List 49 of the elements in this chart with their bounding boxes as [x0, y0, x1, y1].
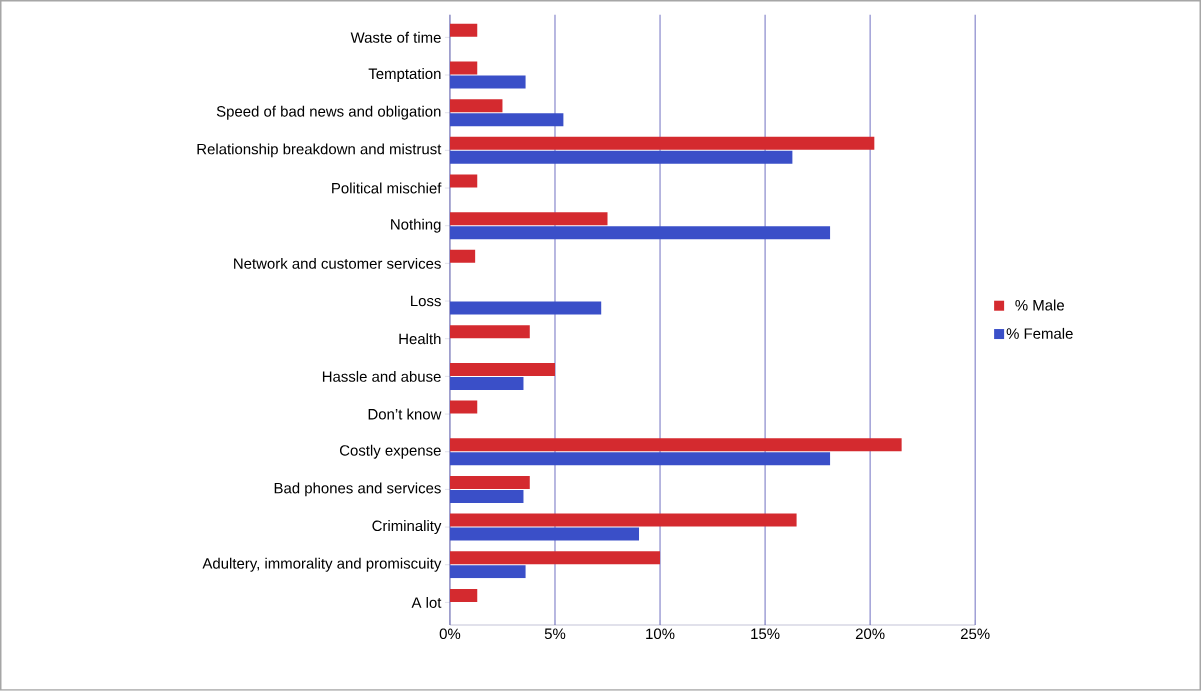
y-tick-label: Network and customer services — [234, 257, 441, 269]
y-tick-label: A lot — [411, 597, 442, 608]
x-tick-label: 15% — [751, 628, 780, 640]
y-tick-label: Relationship breakdown and mistrust — [197, 143, 442, 158]
bar — [449, 150, 793, 164]
bar — [449, 527, 640, 541]
x-tick-label: 0% — [439, 628, 461, 640]
legend-label: % Male — [1015, 299, 1064, 311]
bar — [449, 226, 831, 240]
y-tick-label: Bad phones and services — [274, 482, 441, 497]
y-tick-label: Political mischief — [332, 182, 442, 194]
y-tick-label: Don’t know — [368, 408, 442, 420]
legend-label: % Female — [1006, 327, 1073, 339]
x-tick-label: 25% — [960, 628, 990, 640]
bar — [449, 376, 524, 390]
y-tick-label: Criminality — [372, 520, 442, 535]
bar — [449, 490, 524, 504]
bar — [449, 61, 478, 75]
y-tick-label: Health — [399, 333, 441, 345]
y-tick-label: Temptation — [368, 68, 441, 83]
y-tick-label: Adultery, immorality and promiscuity — [202, 557, 442, 572]
bar — [449, 136, 875, 150]
y-tick-label: Speed of bad news and obligation — [216, 105, 441, 120]
x-tick-label: 5% — [544, 628, 566, 640]
bar — [449, 174, 478, 188]
bar — [449, 438, 902, 452]
bar — [449, 75, 526, 89]
bar — [449, 212, 608, 226]
bar — [449, 400, 478, 414]
bar — [449, 565, 526, 579]
bar — [449, 113, 564, 127]
bar — [449, 362, 555, 376]
bar — [449, 589, 478, 603]
bar — [449, 513, 797, 527]
bar — [449, 551, 661, 565]
bar — [449, 452, 831, 466]
bar — [449, 476, 530, 490]
x-tick-label: 20% — [855, 628, 885, 640]
y-tick-label: Loss — [411, 295, 441, 307]
bar — [449, 99, 503, 113]
bar — [449, 325, 530, 339]
bar — [449, 23, 478, 37]
y-tick-label: Hassle and abuse — [322, 371, 441, 382]
bar — [449, 249, 476, 263]
y-tick-label: Waste of time — [350, 31, 441, 43]
y-tick-label: Costly expense — [339, 444, 441, 459]
x-tick-label: 10% — [646, 628, 675, 640]
bar — [449, 301, 602, 315]
y-tick-label: Nothing — [391, 218, 441, 233]
